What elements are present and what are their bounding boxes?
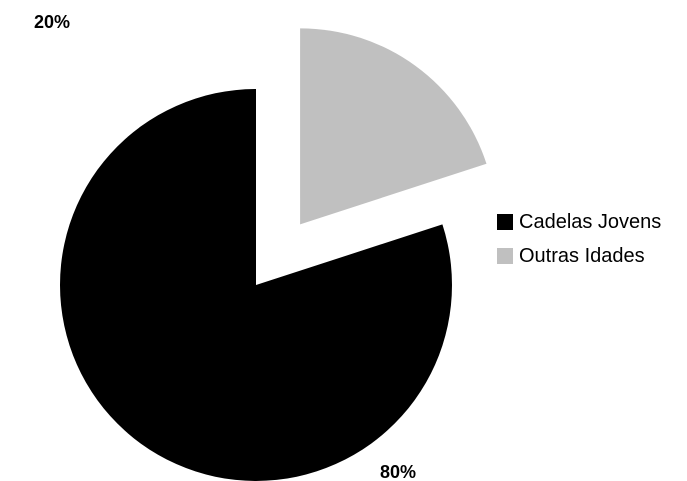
chart-legend: Cadelas Jovens Outras Idades [497,205,682,273]
legend-item-outras-idades: Outras Idades [497,239,682,273]
legend-label-outras-idades: Outras Idades [519,244,645,267]
data-label-cadelas-jovens: 80% [380,462,416,481]
legend-label-cadelas-jovens: Cadelas Jovens [519,210,662,233]
legend-swatch-cadelas-jovens [497,214,513,230]
data-label-outras-idades: 20% [34,12,70,32]
legend-item-cadelas-jovens: Cadelas Jovens [497,205,682,239]
legend-swatch-outras-idades [497,248,513,264]
pie-slice-outras-idades [300,28,487,225]
pie-slice-cadelas-jovens [59,88,452,481]
